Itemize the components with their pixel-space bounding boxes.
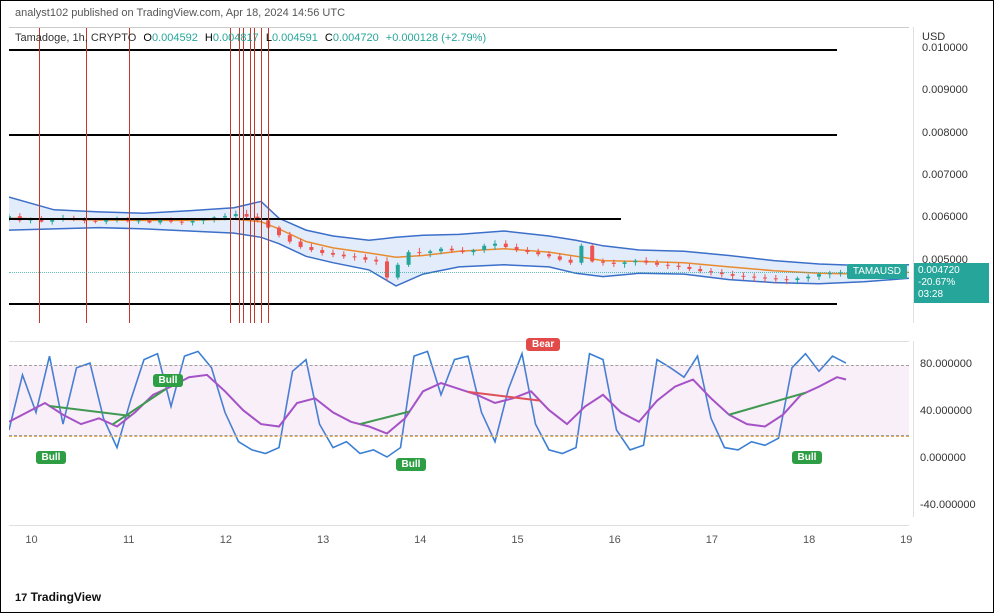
horizontal-line[interactable] <box>9 218 621 220</box>
indicator-level-line <box>9 436 909 437</box>
current-price-line <box>9 272 909 273</box>
vertical-line[interactable] <box>254 28 255 323</box>
indicator-axis[interactable]: 80.000000 40.000000 0.000000 -40.000000 <box>913 341 991 517</box>
price-tick: 0.006000 <box>922 211 968 223</box>
vertical-line[interactable] <box>230 28 231 323</box>
time-tick: 15 <box>511 534 523 546</box>
time-tick: 19 <box>900 534 912 546</box>
legend-symbol: Tamadoge, 1h, CRYPTO <box>15 32 136 44</box>
time-tick: 18 <box>803 534 815 546</box>
time-tick: 17 <box>706 534 718 546</box>
price-badge: 0.004720-20.67%03:28 <box>914 263 989 303</box>
vertical-line[interactable] <box>268 28 269 323</box>
time-tick: 11 <box>123 534 134 546</box>
symbol-badge: TAMAUSD <box>847 264 907 279</box>
horizontal-line[interactable] <box>9 49 837 51</box>
bear-tag: Bear <box>526 338 560 351</box>
indicator-chart[interactable]: Bull Bull Bull Bear Bull <box>9 341 909 517</box>
vertical-line[interactable] <box>86 28 87 323</box>
bull-tag: Bull <box>153 374 184 387</box>
legend-close: C0.004720 <box>325 32 379 44</box>
indicator-tick: -40.000000 <box>920 499 976 511</box>
time-tick: 16 <box>609 534 621 546</box>
price-tick: 0.010000 <box>922 42 968 54</box>
vertical-line[interactable] <box>250 28 251 323</box>
tradingview-logo: 17 TradingView <box>15 590 101 604</box>
bull-tag: Bull <box>792 451 823 464</box>
time-tick: 13 <box>317 534 329 546</box>
price-svg <box>9 28 909 324</box>
time-axis[interactable]: 10 11 12 13 14 15 16 17 18 19 <box>9 525 909 561</box>
badge-change: -20.67% <box>918 277 985 289</box>
time-tick: 14 <box>414 534 426 546</box>
vertical-line[interactable] <box>261 28 262 323</box>
bull-tag: Bull <box>36 451 67 464</box>
vertical-line[interactable] <box>129 28 130 323</box>
price-tick: 0.009000 <box>922 84 968 96</box>
price-chart[interactable]: Tamadoge, 1h, CRYPTO O0.004592 H0.004817… <box>9 27 909 323</box>
chart-legend: Tamadoge, 1h, CRYPTO O0.004592 H0.004817… <box>15 32 486 44</box>
indicator-tick: 40.000000 <box>920 405 972 417</box>
time-tick: 10 <box>25 534 37 546</box>
legend-high: H0.004817 <box>205 32 259 44</box>
legend-open: O0.004592 <box>143 32 197 44</box>
badge-countdown: 03:28 <box>918 289 985 301</box>
price-tick: 0.007000 <box>922 169 968 181</box>
horizontal-line[interactable] <box>9 303 837 305</box>
price-tick: 0.008000 <box>922 127 968 139</box>
vertical-line[interactable] <box>239 28 240 323</box>
vertical-line[interactable] <box>39 28 40 323</box>
legend-change: +0.000128 (+2.79%) <box>386 32 486 44</box>
bull-tag: Bull <box>396 458 427 471</box>
publish-header: analyst102 published on TradingView.com,… <box>15 7 345 19</box>
time-tick: 12 <box>220 534 232 546</box>
vertical-line[interactable] <box>243 28 244 323</box>
stoch-zone <box>9 365 909 435</box>
indicator-tick: 80.000000 <box>920 358 972 370</box>
legend-low: L0.004591 <box>266 32 318 44</box>
horizontal-line[interactable] <box>9 134 837 136</box>
badge-price: 0.004720 <box>918 265 985 277</box>
price-axis[interactable]: USD 0.0100000.0090000.0080000.0070000.00… <box>913 27 991 323</box>
indicator-tick: 0.000000 <box>920 452 966 464</box>
